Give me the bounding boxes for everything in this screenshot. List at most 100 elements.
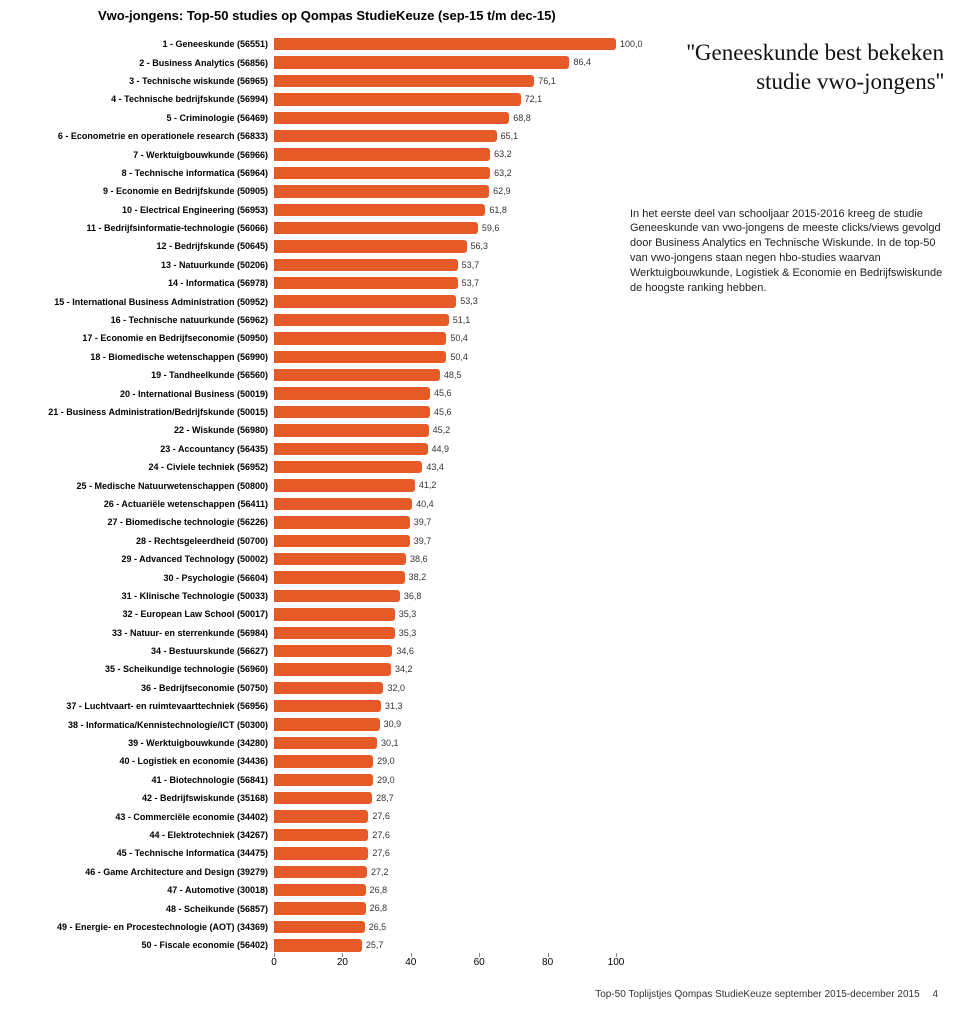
- bar: [274, 516, 410, 528]
- chart-row: 32 - European Law School (50017)35,3: [16, 605, 616, 623]
- category-label: 24 - Civiele techniek (56952): [16, 462, 274, 472]
- bar-track: 45,6: [274, 384, 616, 402]
- chart-row: 13 - Natuurkunde (50206)53,7: [16, 256, 616, 274]
- bar-track: 27,6: [274, 807, 616, 825]
- bar-track: 53,3: [274, 292, 616, 310]
- value-label: 76,1: [538, 72, 556, 90]
- bar-track: 29,0: [274, 771, 616, 789]
- value-label: 45,6: [434, 384, 452, 402]
- category-label: 22 - Wiskunde (56980): [16, 425, 274, 435]
- value-label: 27,6: [372, 807, 390, 825]
- category-label: 21 - Business Administration/Bedrijfskun…: [16, 407, 274, 417]
- bar: [274, 185, 489, 197]
- bar: [274, 718, 380, 730]
- category-label: 1 - Geneeskunde (56551): [16, 39, 274, 49]
- axis-tick: 40: [405, 957, 416, 968]
- bar: [274, 535, 410, 547]
- bar-track: 35,3: [274, 605, 616, 623]
- category-label: 4 - Technische bedrijfskunde (56994): [16, 94, 274, 104]
- bar: [274, 571, 405, 583]
- value-label: 50,4: [450, 348, 468, 366]
- bar-track: 26,8: [274, 881, 616, 899]
- bar: [274, 387, 430, 399]
- chart-row: 8 - Technische informatica (56964)63,2: [16, 164, 616, 182]
- value-label: 63,2: [494, 145, 512, 163]
- page-footer: Top-50 Toplijstjes Qompas StudieKeuze se…: [595, 989, 938, 1000]
- chart-row: 31 - Klinische Technologie (50033)36,8: [16, 587, 616, 605]
- category-label: 34 - Bestuurskunde (56627): [16, 646, 274, 656]
- chart-row: 11 - Bedrijfsinformatie-technologie (560…: [16, 219, 616, 237]
- bar: [274, 406, 430, 418]
- value-label: 30,9: [384, 715, 402, 733]
- chart-row: 22 - Wiskunde (56980) 45,2: [16, 421, 616, 439]
- value-label: 53,3: [460, 292, 478, 310]
- chart-row: 36 - Bedrijfseconomie (50750)32,0: [16, 679, 616, 697]
- value-label: 28,7: [376, 789, 394, 807]
- chart-row: 3 - Technische wiskunde (56965)76,1: [16, 72, 616, 90]
- value-label: 53,7: [462, 274, 480, 292]
- bar: [274, 259, 458, 271]
- category-label: 46 - Game Architecture and Design (39279…: [16, 867, 274, 877]
- bar-track: 68,8: [274, 109, 616, 127]
- chart-row: 30 - Psychologie (56604)38,2: [16, 568, 616, 586]
- chart-row: 29 - Advanced Technology (50002)38,6: [16, 550, 616, 568]
- value-label: 53,7: [462, 256, 480, 274]
- bar: [274, 277, 458, 289]
- category-label: 38 - Informatica/Kennistechnologie/ICT (…: [16, 720, 274, 730]
- value-label: 31,3: [385, 697, 403, 715]
- bar-track: 41,2: [274, 476, 616, 494]
- value-label: 45,2: [433, 421, 451, 439]
- bar-track: 34,6: [274, 642, 616, 660]
- value-label: 34,2: [395, 660, 413, 678]
- bar: [274, 38, 616, 50]
- bar: [274, 424, 429, 436]
- chart-row: 38 - Informatica/Kennistechnologie/ICT (…: [16, 715, 616, 733]
- bar: [274, 792, 372, 804]
- bar-track: 48,5: [274, 366, 616, 384]
- chart-row: 4 - Technische bedrijfskunde (56994)72,1: [16, 90, 616, 108]
- category-label: 26 - Actuariële wetenschappen (56411): [16, 499, 274, 509]
- bar: [274, 479, 415, 491]
- bar-track: 50,4: [274, 348, 616, 366]
- value-label: 59,6: [482, 219, 500, 237]
- bar-track: 43,4: [274, 458, 616, 476]
- category-label: 45 - Technische Informatica (34475): [16, 848, 274, 858]
- category-label: 14 - Informatica (56978): [16, 278, 274, 288]
- bar: [274, 682, 383, 694]
- category-label: 47 - Automotive (30018): [16, 885, 274, 895]
- bar-track: 28,7: [274, 789, 616, 807]
- value-label: 38,6: [410, 550, 428, 568]
- axis-tick: 0: [271, 957, 277, 968]
- bar-track: 35,3: [274, 624, 616, 642]
- chart-row: 12 - Bedrijfskunde (50645)56,3: [16, 237, 616, 255]
- bar: [274, 56, 569, 68]
- bar: [274, 939, 362, 951]
- category-label: 11 - Bedrijfsinformatie-technologie (560…: [16, 223, 274, 233]
- chart-row: 18 - Biomedische wetenschappen (56990)50…: [16, 348, 616, 366]
- category-label: 42 - Bedrijfswiskunde (35168): [16, 793, 274, 803]
- bar-track: 38,6: [274, 550, 616, 568]
- chart-row: 17 - Economie en Bedrijfseconomie (50950…: [16, 329, 616, 347]
- bar-track: 51,1: [274, 311, 616, 329]
- axis-tick: 20: [337, 957, 348, 968]
- description-paragraph: In het eerste deel van schooljaar 2015-2…: [630, 207, 944, 296]
- bar: [274, 921, 365, 933]
- bar: [274, 645, 392, 657]
- bar: [274, 866, 367, 878]
- bar: [274, 663, 391, 675]
- bar-track: 45,2: [274, 421, 616, 439]
- value-label: 40,4: [416, 495, 434, 513]
- bar-track: 26,8: [274, 899, 616, 917]
- chart-row: 27 - Biomedische technologie (56226)39,7: [16, 513, 616, 531]
- chart-row: 40 - Logistiek en economie (34436)29,0: [16, 752, 616, 770]
- category-label: 10 - Electrical Engineering (56953): [16, 205, 274, 215]
- bar: [274, 204, 485, 216]
- bar: [274, 240, 467, 252]
- bar-track: 56,3: [274, 237, 616, 255]
- value-label: 25,7: [366, 936, 384, 954]
- bar: [274, 608, 395, 620]
- value-label: 50,4: [450, 329, 468, 347]
- bar-track: 72,1: [274, 90, 616, 108]
- category-label: 17 - Economie en Bedrijfseconomie (50950…: [16, 333, 274, 343]
- value-label: 26,8: [370, 899, 388, 917]
